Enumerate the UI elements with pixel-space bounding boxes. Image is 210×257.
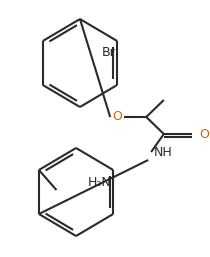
Text: H₂N: H₂N bbox=[88, 176, 111, 189]
Text: Br: Br bbox=[101, 46, 115, 59]
Text: O: O bbox=[199, 127, 209, 141]
Text: O: O bbox=[112, 111, 122, 124]
Text: NH: NH bbox=[154, 146, 173, 160]
